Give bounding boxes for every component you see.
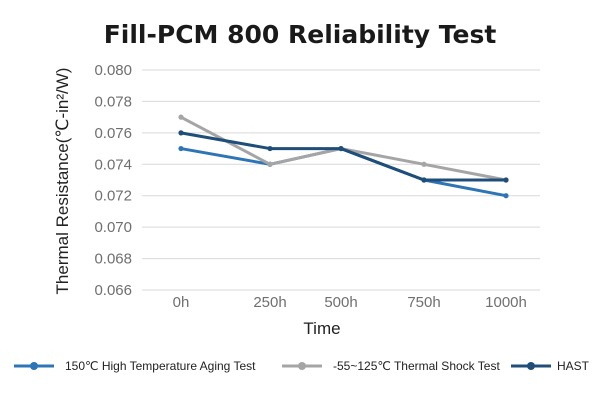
legend-swatch-marker [30, 362, 38, 370]
legend-swatch-marker [527, 362, 535, 370]
data-point [178, 114, 184, 120]
legend: 150℃ High Temperature Aging Test -55~125℃… [14, 359, 590, 373]
legend-swatch-marker [298, 362, 306, 370]
data-point [421, 177, 427, 183]
legend-item: 150℃ High Temperature Aging Test [14, 359, 256, 373]
y-tick-label: 0.074 [94, 156, 132, 173]
x-tick-label: 500h [324, 294, 357, 311]
chart-title: Fill-PCM 800 Reliability Test [104, 20, 497, 49]
y-tick-label: 0.068 [94, 251, 132, 268]
data-point [421, 161, 427, 167]
x-tick-label: 250h [253, 294, 286, 311]
series [178, 114, 509, 199]
series-3 [178, 130, 509, 183]
y-axis-ticks: 0.066 0.068 0.070 0.072 0.074 0.076 0.078 0.080 [94, 62, 132, 299]
legend-item: HAST [511, 359, 590, 373]
x-axis-ticks: 0h 250h 500h 750h 1000h [173, 294, 527, 311]
legend-label: 150℃ High Temperature Aging Test [65, 359, 256, 373]
legend-item: -55~125℃ Thermal Shock Test [282, 359, 500, 373]
data-point [338, 145, 344, 152]
data-point [267, 161, 273, 167]
legend-label: -55~125℃ Thermal Shock Test [333, 359, 500, 373]
y-axis-label: Thermal Resistance(℃-in²/W) [53, 68, 72, 295]
y-tick-label: 0.078 [94, 93, 132, 110]
data-point [178, 130, 184, 136]
x-tick-label: 1000h [485, 294, 527, 311]
data-point [503, 177, 509, 183]
x-tick-label: 0h [173, 294, 190, 311]
data-point [503, 193, 509, 199]
data-point [267, 145, 273, 152]
legend-label: HAST [557, 359, 590, 373]
y-tick-label: 0.066 [94, 282, 132, 299]
y-tick-label: 0.072 [94, 188, 132, 205]
y-tick-label: 0.080 [94, 62, 132, 79]
y-tick-label: 0.070 [94, 219, 132, 236]
y-tick-label: 0.076 [94, 125, 132, 142]
x-tick-label: 750h [407, 294, 440, 311]
data-point [178, 145, 184, 152]
x-axis-label: Time [303, 319, 340, 338]
